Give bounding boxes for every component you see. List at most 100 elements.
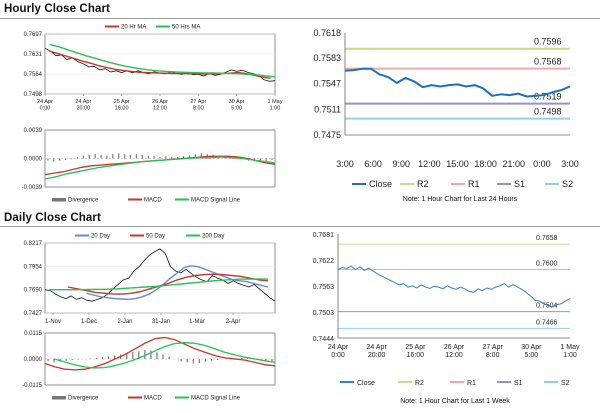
hourly-section-divider (0, 18, 600, 19)
daily-price-line (44, 248, 276, 302)
daily-price-legend-label: 20 Day (91, 234, 110, 240)
daily-close-level-s1-label: 0.7504 (536, 303, 558, 310)
daily-section-title: Daily Close Chart (4, 212, 101, 224)
daily-close-ytick-label: 0.7622 (313, 258, 335, 265)
daily-price-ytick-label: 0.7427 (24, 311, 43, 317)
daily-price-ytick-label: 0.7954 (24, 264, 43, 270)
hourly-price-xtick-label: 25 Apr 16:00 (114, 99, 130, 112)
hourly-macd-legend-label: Divergence (68, 198, 99, 204)
daily-close-ytick-label: 0.7503 (313, 310, 335, 317)
daily-close-legend-label: S1 (514, 380, 523, 387)
daily-close-ytick-label: 0.7681 (313, 232, 335, 239)
daily-close-legend-label: R1 (467, 380, 476, 387)
daily-note: Note: 1 Hour Chart for Last 1 Week (400, 398, 510, 405)
hourly-price-xtick-label: 27 Apr 8:00 (190, 99, 206, 112)
hourly-price-frame (44, 33, 276, 95)
hourly-price-ytick-label: 0.7631 (24, 52, 43, 58)
daily-macd-signal-line (54, 342, 276, 369)
daily-macd-ytick-label: 0.0115 (24, 331, 43, 337)
hourly-close-level-s1-label: 0.7519 (534, 92, 562, 102)
daily-close-legend-label: Close (357, 380, 375, 387)
hourly-close-level-label-bg (532, 90, 568, 102)
daily-price-ytick-label: 0.8217 (24, 241, 43, 247)
hourly-close-level-r1-label: 0.7568 (534, 57, 562, 67)
hourly-note: Note: 1 Hour Chart for Last 24 Hours (402, 196, 518, 203)
daily-section-divider (0, 226, 600, 227)
daily-price-xtick-label: 2-Apr (226, 319, 241, 325)
daily-close-legend-label: R2 (415, 380, 424, 387)
hourly-close-legend-label: R2 (417, 179, 429, 189)
daily-close-xtick-label: 27 Apr 8:00 (483, 344, 504, 359)
daily-macd-legend-label: Divergence (68, 396, 99, 402)
hourly-macd-ytick-label: 0.0039 (24, 128, 43, 134)
daily-price-xtick-label: 1-Mar (189, 319, 205, 325)
hourly-close-ytick-label: 0.7511 (314, 104, 341, 114)
daily-price-xtick-label: 1-Dec (81, 319, 97, 325)
hourly-price-xtick-label: 24 Apr 0:00 (37, 99, 53, 112)
hourly-close-legend-label: S2 (562, 179, 573, 189)
daily-close-xtick-label: 24 Apr 20:00 (367, 344, 388, 359)
daily-price-xtick-label: 2-Jan (117, 319, 132, 325)
daily-macd-line (44, 336, 276, 371)
hourly-price-ytick-label: 0.7697 (24, 32, 43, 38)
hourly-close-ytick-label: 0.7583 (313, 53, 341, 63)
hourly-macd-legend-label: MACD Signal Line (191, 198, 241, 204)
hourly-price-xtick-label: 26 Apr 12:00 (152, 99, 168, 112)
hourly-close-ytick-label: 0.7475 (313, 130, 341, 140)
daily-macd-legend-label: MACD Signal Line (191, 396, 241, 402)
hourly-macd-signal-line (44, 156, 276, 180)
daily-close-ytick-label: 0.7444 (313, 336, 335, 343)
hourly-macd-legend-swatch (52, 198, 66, 202)
hourly-close-level-s2-label: 0.7498 (534, 107, 562, 117)
daily-macd-ytick-label: -0.0115 (22, 383, 43, 389)
hourly-close-level-r2-label: 0.7596 (534, 37, 562, 47)
hourly-close-xtick-label: 3:00 (561, 159, 579, 169)
hourly-close-legend-label: Close (369, 179, 392, 189)
hourly-close-xtick-label: 9:00 (392, 159, 410, 169)
hourly-close-close-line (344, 67, 571, 98)
hourly-price-xtick-label: 1 May 1:00 (268, 99, 283, 112)
daily-macd-ytick-label: 0.0000 (24, 357, 43, 363)
daily-macd-legend-label: MACD (144, 396, 162, 402)
hourly-price-legend-label: 50 Hrs MA (172, 25, 200, 31)
daily-200day-line (49, 278, 269, 291)
hourly-close-legend-label: R1 (468, 179, 480, 189)
daily-price-frame (44, 242, 276, 314)
daily-close-close-line (337, 265, 571, 308)
daily-close-level-s2-label: 0.7466 (536, 319, 558, 326)
daily-close-xtick-label: 24 Apr 0:00 (328, 344, 349, 359)
daily-price-legend-label: 50 Day (146, 234, 165, 240)
hourly-macd-ytick-label: -0.0039 (22, 185, 43, 191)
daily-close-xtick-label: 1 May 1:00 (560, 344, 580, 359)
daily-close-ytick-label: 0.7563 (313, 284, 335, 291)
hourly-close-xtick-label: 15:00 (446, 159, 469, 169)
daily-50day-line (67, 273, 269, 295)
hourly-close-xtick-label: 6:00 (364, 159, 382, 169)
hourly-50hr-ma-line (49, 43, 276, 78)
hourly-macd-ytick-label: 0.0000 (24, 157, 43, 163)
hourly-close-xtick-label: 12:00 (418, 159, 441, 169)
hourly-macd-legend-label: MACD (144, 198, 162, 204)
daily-price-xtick-label: 31-Jan (152, 319, 170, 325)
daily-close-level-r2-label: 0.7658 (536, 235, 558, 242)
hourly-price-legend-label: 20 Hr MA (121, 25, 146, 31)
hourly-close-xtick-label: 3:00 (336, 159, 354, 169)
daily-20day-line (86, 265, 269, 301)
daily-close-level-r1-label: 0.7600 (536, 261, 558, 268)
hourly-close-xtick-label: 18:00 (474, 159, 497, 169)
hourly-close-xtick-label: 21:00 (502, 159, 525, 169)
hourly-close-ytick-label: 0.7547 (313, 79, 341, 89)
daily-macd-legend-swatch (52, 396, 66, 400)
hourly-20hr-ma-line (49, 50, 271, 79)
hourly-close-level-label-bg (532, 55, 568, 67)
daily-close-xtick-label: 25 Apr 16:00 (405, 344, 426, 359)
hourly-price-xtick-label: 24 Apr 20:00 (75, 99, 91, 112)
daily-close-xtick-label: 26 Apr 12:00 (444, 344, 465, 359)
hourly-close-level-label-bg (532, 105, 568, 117)
hourly-price-xtick-label: 30 Apr 5:00 (229, 99, 245, 112)
daily-close-legend-label: S2 (561, 380, 570, 387)
daily-price-ytick-label: 0.7690 (24, 288, 43, 294)
daily-close-xtick-label: 30 Apr 5:00 (521, 344, 542, 359)
hourly-close-legend-label: S1 (514, 179, 525, 189)
